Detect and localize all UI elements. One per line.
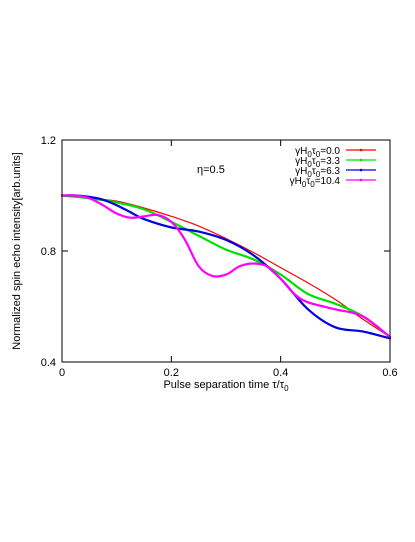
x-tick-label: 0.4 [273, 367, 288, 379]
y-tick-label: 0.4 [41, 357, 56, 369]
legend-label-2: γH0τ0=3.3 [295, 156, 340, 169]
y-tick-label: 1.2 [41, 135, 56, 147]
series-line-3 [60, 194, 392, 340]
ticks-layer: 0 0.2 0.4 0.6 0.4 0.8 1.2 [41, 135, 398, 379]
x-tick-label: 0.2 [164, 367, 179, 379]
series-layer [60, 194, 392, 340]
annotation-eta: η=0.5 [197, 164, 225, 176]
x-axis-label: Pulse separation time τ/τ0 [163, 379, 289, 393]
y-tick-label: 0.8 [41, 246, 56, 258]
legend-label-4: γH0τ0=10.4 [290, 176, 341, 189]
legend-marker-1 [359, 148, 363, 152]
legend-label-1: γH0τ0=0.0 [295, 146, 340, 159]
series-line-1 [61, 194, 391, 338]
series-line-4 [60, 194, 392, 339]
x-tick-label: 0 [59, 367, 65, 379]
x-tick-label: 0.6 [382, 367, 397, 379]
legend-marker-4 [359, 178, 363, 182]
series-line-2 [60, 194, 392, 339]
legend-marker-3 [359, 168, 363, 172]
y-axis-label: Normalized spin echo intensity[arb.units… [11, 152, 23, 349]
legend-label-3: γH0τ0=6.3 [295, 166, 340, 179]
legend-marker-2 [359, 158, 363, 162]
